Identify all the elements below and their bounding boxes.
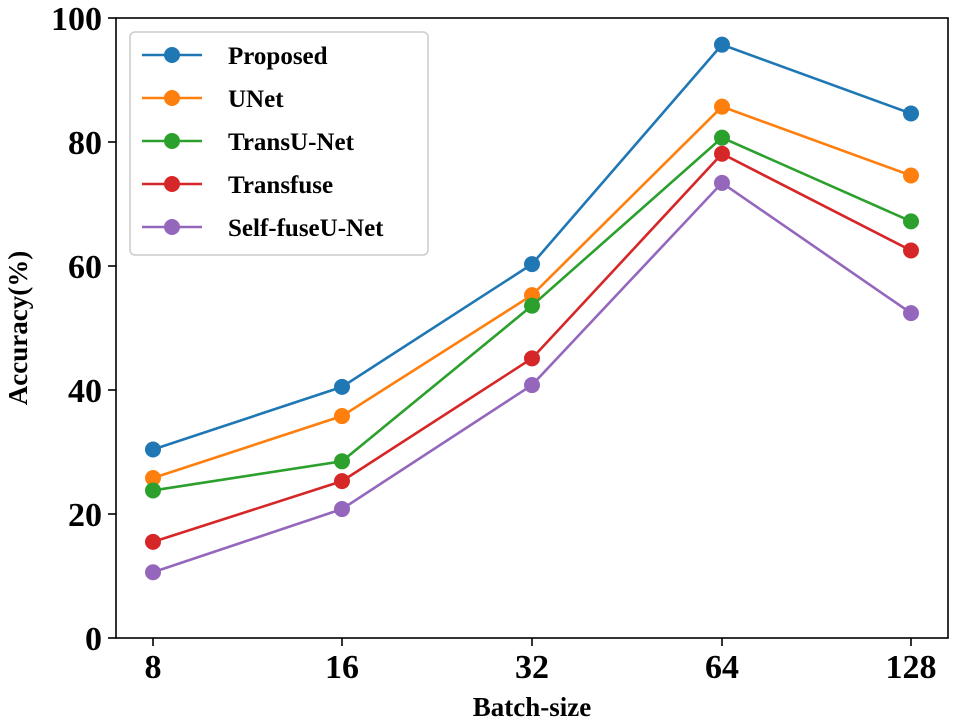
legend-label: Transfuse <box>228 172 333 199</box>
data-point <box>334 501 350 518</box>
data-point <box>714 129 730 146</box>
legend-label: TransU-Net <box>228 129 355 156</box>
legend-entry: UNet <box>142 86 284 113</box>
legend-label: Self-fuseU-Net <box>228 215 384 242</box>
legend-label: UNet <box>228 86 284 113</box>
series-proposed <box>145 36 919 458</box>
series-unet <box>145 98 919 487</box>
legend-marker <box>164 47 180 63</box>
data-point <box>524 377 540 394</box>
x-tick-label: 16 <box>325 649 359 686</box>
legend: Proposed UNet TransU-Net Transfuse Self-fuse… <box>129 31 429 256</box>
data-point <box>903 242 919 259</box>
data-point <box>903 105 919 122</box>
y-axis: 0 20 40 60 80 100 <box>51 1 116 658</box>
legend-box <box>129 31 429 256</box>
x-axis-title: Batch-size <box>473 692 591 722</box>
data-point <box>145 441 161 458</box>
legend-marker <box>164 133 180 149</box>
data-point <box>145 533 161 550</box>
data-point <box>903 213 919 230</box>
data-point <box>714 174 730 191</box>
data-point <box>524 350 540 367</box>
data-point <box>145 470 161 487</box>
legend-entry: Proposed <box>142 43 328 70</box>
y-tick-label: 40 <box>68 373 102 410</box>
y-axis-title: Accuracy(%) <box>3 251 33 405</box>
y-tick-label: 20 <box>68 497 102 534</box>
data-point <box>145 564 161 581</box>
data-point <box>714 36 730 53</box>
data-point <box>334 453 350 470</box>
y-tick-label: 100 <box>51 1 102 38</box>
legend-marker <box>164 90 180 106</box>
legend-marker <box>164 219 180 235</box>
x-tick-label: 32 <box>515 649 549 686</box>
legend-entry: Transfuse <box>142 172 333 199</box>
data-point <box>714 145 730 162</box>
series-transfuse <box>145 145 919 550</box>
y-tick-label: 60 <box>68 249 102 286</box>
data-point <box>524 297 540 314</box>
y-tick-label: 0 <box>85 621 102 658</box>
data-point <box>334 378 350 395</box>
data-point <box>903 305 919 322</box>
legend-entry: Self-fuseU-Net <box>142 215 384 242</box>
data-point <box>334 473 350 490</box>
legend-entry: TransU-Net <box>142 129 355 156</box>
data-point <box>524 256 540 273</box>
legend-label: Proposed <box>228 43 328 70</box>
legend-marker <box>164 176 180 192</box>
data-point <box>714 98 730 115</box>
x-axis: 8 16 32 64 128 <box>145 638 937 686</box>
data-point <box>145 482 161 499</box>
x-tick-label: 8 <box>145 649 162 686</box>
data-point <box>903 167 919 184</box>
series-layer <box>145 36 919 581</box>
series-self-fuseu-net <box>145 174 919 581</box>
x-tick-label: 128 <box>886 649 937 686</box>
series-transu-net <box>145 129 919 499</box>
x-tick-label: 64 <box>705 649 739 686</box>
data-point <box>334 408 350 425</box>
y-tick-label: 80 <box>68 125 102 162</box>
